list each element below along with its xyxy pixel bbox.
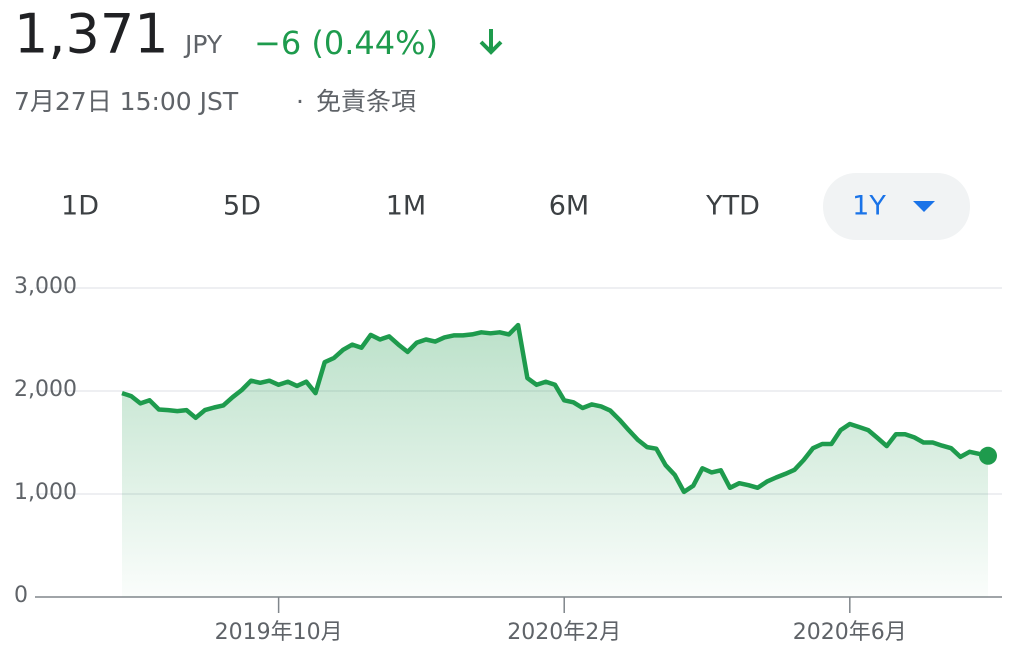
last-point [979, 446, 997, 465]
y-tick-label: 1,000 [14, 480, 77, 505]
price: 1,371 [14, 3, 169, 66]
disclaimer[interactable]: 免責条項 [316, 87, 416, 116]
area [122, 325, 988, 597]
range-button[interactable]: 5D [223, 191, 261, 222]
x-tick-label: 2020年6月 [793, 620, 907, 645]
price-line [121, 322, 989, 495]
dropdown-icon[interactable] [913, 201, 935, 212]
change: −6 (0.44%) [254, 24, 438, 62]
x-tick-label: 2019年10月 [215, 620, 343, 645]
range-button[interactable]: 1Y [852, 191, 886, 222]
y-tick-label: 2,000 [14, 377, 77, 402]
timestamp: 7月27日 15:00 JST [14, 87, 239, 116]
y-tick-label: 0 [14, 583, 28, 608]
range-button[interactable]: 1M [386, 191, 426, 222]
currency: JPY [183, 30, 223, 59]
range-selected-bg [823, 173, 970, 240]
separator: · [296, 87, 304, 116]
x-tick-label: 2020年2月 [507, 620, 621, 645]
down-arrow [479, 29, 503, 55]
range-button[interactable]: 1D [61, 191, 99, 222]
range-button[interactable]: 6M [549, 191, 589, 222]
y-tick-label: 3,000 [14, 274, 77, 299]
range-button[interactable]: YTD [705, 191, 760, 222]
